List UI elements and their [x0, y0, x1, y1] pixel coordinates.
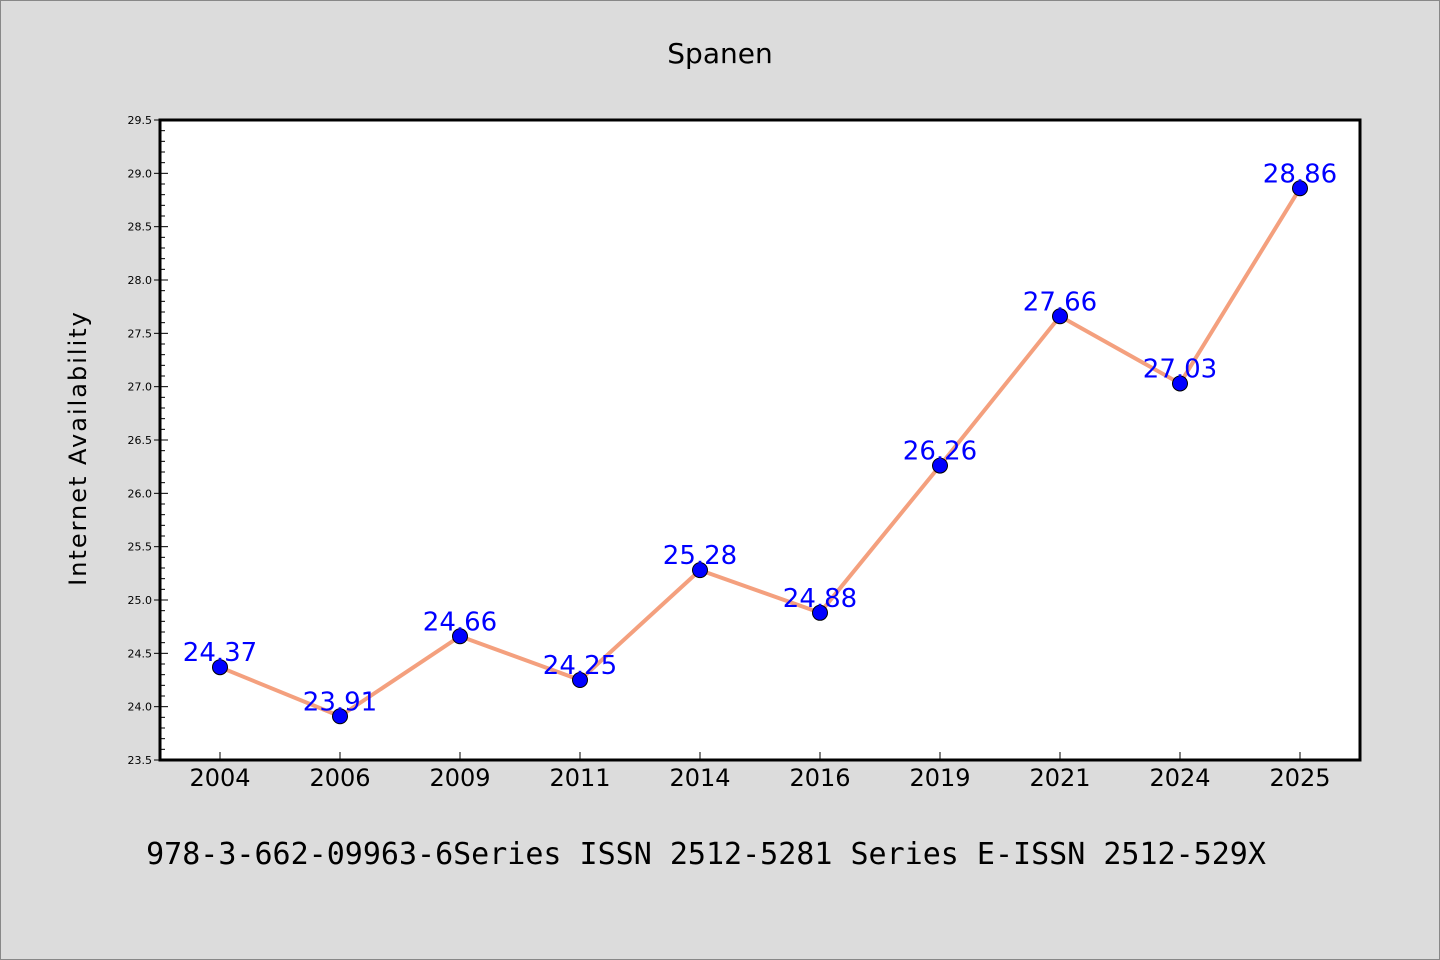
y-tick-label: 29.0	[128, 167, 153, 180]
data-point	[692, 562, 708, 579]
data-label: 27.03	[1143, 354, 1217, 384]
x-tick-label: 2009	[429, 764, 490, 792]
data-point	[812, 604, 828, 621]
data-label: 24.25	[543, 651, 617, 681]
data-label: 25.28	[663, 541, 737, 571]
y-tick-label: 25.0	[128, 594, 153, 607]
series-line	[218, 186, 1302, 719]
series-layer: 24.37 23.91 24.66 24.25 25.28 24.88 26.26 27.66…	[183, 159, 1337, 725]
data-label: 24.66	[423, 607, 497, 637]
data-point	[932, 457, 948, 474]
y-tick-label: 27.0	[128, 381, 153, 394]
data-label: 27.66	[1023, 287, 1097, 317]
footnote-text: 978-3-662-09963-6Series ISSN 2512-5281 S…	[146, 837, 1266, 872]
data-point	[212, 659, 228, 676]
y-tick-label: 28.0	[128, 274, 153, 287]
data-point	[1052, 308, 1068, 325]
x-tick-label: 2014	[669, 764, 730, 792]
y-axis-ticks: 23.5 24.0 24.5 25.0 25.5 26.0 26.5 27.0 27.5 28.0…	[128, 114, 168, 767]
data-point	[1292, 180, 1308, 197]
y-tick-label: 28.5	[128, 221, 153, 234]
data-point	[332, 708, 348, 725]
y-axis-label: Internet Availability	[64, 310, 92, 586]
y-tick-label: 25.5	[128, 541, 153, 554]
data-label: 28.86	[1263, 159, 1337, 189]
data-label: 24.88	[783, 584, 857, 614]
x-tick-label: 2025	[1269, 764, 1330, 792]
x-tick-label: 2004	[189, 764, 250, 792]
plot-frame	[158, 118, 1362, 762]
y-tick-label: 26.5	[128, 434, 153, 447]
y-tick-label: 24.5	[128, 647, 153, 660]
x-axis-ticks: 2004 2006 2009 2011 2014 2016 2019 2021 2024 2025	[189, 752, 1331, 792]
x-tick-label: 2011	[549, 764, 610, 792]
x-tick-label: 2024	[1149, 764, 1210, 792]
plot-area	[160, 120, 1360, 760]
x-tick-label: 2021	[1029, 764, 1090, 792]
x-tick-label: 2019	[909, 764, 970, 792]
y-tick-label: 24.0	[128, 701, 153, 714]
data-label: 26.26	[903, 437, 977, 467]
y-tick-label: 26.0	[128, 487, 153, 500]
data-point	[1172, 375, 1188, 392]
data-point	[452, 628, 468, 645]
chart-title: Spanen	[667, 37, 772, 70]
x-tick-label: 2006	[309, 764, 370, 792]
data-point	[572, 672, 588, 688]
y-tick-label: 23.5	[128, 754, 153, 767]
y-tick-label: 29.5	[128, 114, 153, 127]
x-tick-label: 2016	[789, 764, 850, 792]
data-label: 24.37	[183, 638, 257, 668]
y-tick-label: 27.5	[128, 327, 153, 340]
data-label: 23.91	[303, 687, 377, 717]
